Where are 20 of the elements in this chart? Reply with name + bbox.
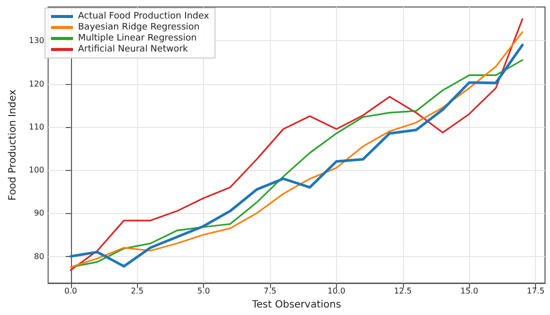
y-tick-label: 100 bbox=[28, 166, 44, 175]
x-tick-label: 10.0 bbox=[328, 286, 346, 296]
y-tick-label: 110 bbox=[28, 122, 44, 132]
legend-label: Bayesian Ridge Regression bbox=[78, 22, 200, 32]
y-tick-label: 130 bbox=[28, 36, 44, 46]
legend-label: Artificial Neural Network bbox=[78, 44, 189, 54]
y-tick-label: 80 bbox=[34, 252, 44, 261]
x-tick-label: 2.5 bbox=[130, 286, 144, 296]
x-tick-label: 7.5 bbox=[264, 286, 276, 296]
x-tick-label: 12.5 bbox=[394, 286, 412, 296]
x-axis-title: Test Observations bbox=[251, 300, 342, 310]
x-tick-label: 5.0 bbox=[197, 286, 210, 296]
y-tick-label: 120 bbox=[28, 79, 44, 88]
legend-label: Actual Food Production Index bbox=[78, 12, 210, 22]
y-axis-title: Food Production Index bbox=[8, 89, 18, 201]
y-tick-label: 90 bbox=[34, 208, 44, 218]
x-tick-label: 15.0 bbox=[460, 286, 478, 296]
x-tick-label: 17.5 bbox=[526, 286, 545, 296]
x-tick-label: 0.0 bbox=[64, 286, 78, 296]
legend-label: Multiple Linear Regression bbox=[78, 34, 197, 44]
